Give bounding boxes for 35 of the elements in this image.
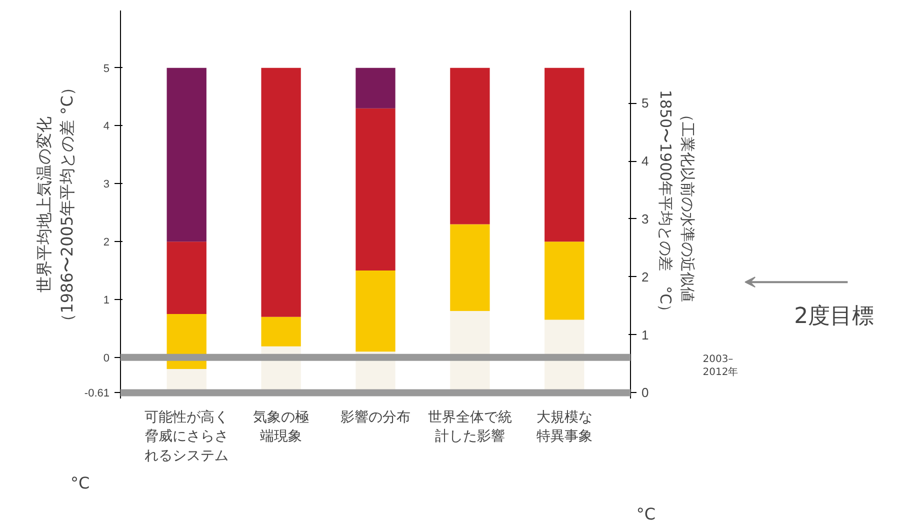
- x-tick-label: 影響の分布: [340, 410, 410, 426]
- y2-tick-label: 5: [103, 62, 110, 75]
- bar: [356, 68, 396, 108]
- text: °C: [636, 504, 656, 524]
- x-tick-label: 世界全体で統計した影響: [428, 410, 512, 445]
- y2-axis-title: 世界平均地上気温の変化（1986〜2005年平均との差 °C）: [34, 80, 76, 330]
- x-tick-label: 大規模な特異事象: [536, 410, 592, 445]
- y2-tick-label: 1: [103, 294, 110, 306]
- y-tick-label: 1: [642, 327, 649, 342]
- y-tick-label: 5: [642, 96, 649, 111]
- bar: [356, 270, 396, 352]
- text: °C: [70, 474, 90, 492]
- y-tick-label: 3: [642, 211, 649, 226]
- text: 2003– 2012年: [702, 354, 738, 378]
- y2-tick-label: -0.61: [84, 388, 110, 400]
- bar: [261, 68, 301, 317]
- bar: [544, 242, 584, 320]
- y2-tick-label: 3: [103, 178, 110, 191]
- y2-tick-label: 4: [103, 120, 110, 133]
- bar: [356, 108, 396, 271]
- bar: [166, 242, 206, 314]
- bar: [261, 316, 301, 346]
- y-tick-label: 0: [642, 385, 649, 400]
- bar: [450, 68, 490, 224]
- text: 2度目標: [794, 304, 874, 330]
- y2-tick-label: 0: [103, 352, 110, 364]
- y-tick-label: 4: [642, 154, 649, 169]
- bar: [450, 224, 490, 312]
- x-tick-label: 気象の極端現象: [253, 410, 310, 445]
- x-tick-label: 可能性が高く脅威にさらされるシステム: [144, 410, 229, 464]
- bar: [544, 68, 584, 242]
- y2-tick-label: 2: [103, 236, 110, 249]
- bar: [166, 68, 206, 242]
- y-axis-title: （工業化以前の水準の近似値1850〜1900年平均との差 °C）: [656, 90, 696, 320]
- y-tick-label: 2: [642, 269, 649, 284]
